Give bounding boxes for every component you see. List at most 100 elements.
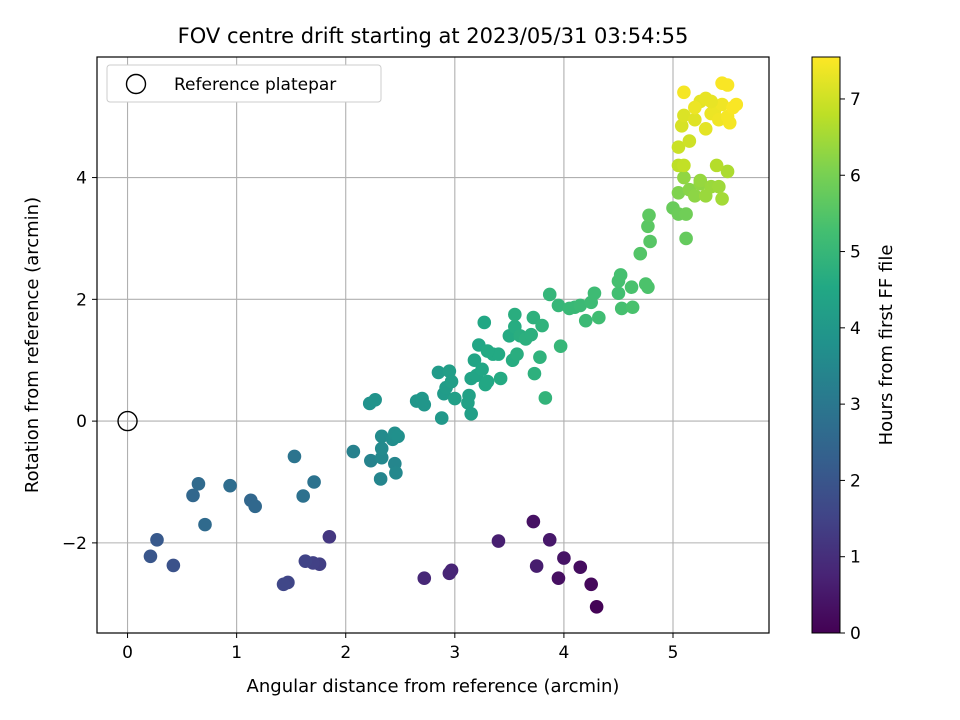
x-tick-label: 4 <box>558 643 569 663</box>
scatter-point <box>542 287 557 302</box>
scatter-point <box>475 362 489 377</box>
scatter-point <box>417 397 432 412</box>
scatter-point <box>248 499 262 514</box>
scatter-point <box>527 366 542 381</box>
scatter-point <box>462 388 476 403</box>
scatter-point <box>491 534 506 548</box>
scatter-point <box>198 517 212 532</box>
scatter-point <box>526 310 541 325</box>
scatter-point <box>150 533 164 547</box>
scatter-point <box>166 558 181 573</box>
scatter-point <box>614 301 629 316</box>
scatter-point <box>391 429 405 444</box>
reference-circle <box>117 410 138 432</box>
scatter-point <box>442 364 457 378</box>
scatter-point <box>444 374 459 389</box>
scatter-point <box>624 280 639 294</box>
scatter-point <box>346 444 361 459</box>
scatter-point <box>698 122 713 136</box>
scatter-point <box>364 453 378 468</box>
scatter-point <box>491 347 506 361</box>
scatter-point <box>587 286 602 301</box>
colorbar-ticks: 0 1 2 3 4 5 6 7 <box>840 90 861 644</box>
colorbar-tick-label: 2 <box>850 471 861 491</box>
scatter-point <box>298 554 313 568</box>
scatter-point <box>643 234 657 249</box>
x-tick-label: 2 <box>340 643 351 663</box>
x-axis-label: Angular distance from reference (arcmin) <box>247 676 620 697</box>
scatter-point <box>508 307 522 322</box>
scatter-point <box>442 566 457 581</box>
scatter-point <box>704 94 718 109</box>
chart-title: FOV centre drift starting at 2023/05/31 … <box>178 24 689 48</box>
y-tick-label: 0 <box>76 412 87 432</box>
scatter-point <box>592 310 606 325</box>
legend-marker-open-circle <box>125 73 147 95</box>
colorbar-gradient <box>811 56 841 634</box>
scatter-point <box>715 192 729 206</box>
colorbar-label: Hours from first FF file <box>876 245 897 446</box>
scatter-point <box>642 208 656 223</box>
scatter-point <box>434 411 449 425</box>
scatter-point <box>729 97 744 112</box>
scatter-point <box>223 478 237 493</box>
x-tick-label: 3 <box>449 643 460 663</box>
scatter-point <box>551 571 566 586</box>
scatter-point <box>641 280 655 294</box>
scatter-point <box>682 134 697 148</box>
y-tick-label: 4 <box>76 169 87 189</box>
scatter-point <box>276 577 291 592</box>
scatter-point <box>677 170 691 185</box>
scatter-point <box>679 207 693 221</box>
scatter-point <box>625 300 640 315</box>
scatter-point <box>467 353 482 368</box>
scatter-point <box>720 78 735 92</box>
grid-lines <box>97 57 769 633</box>
scatter-point <box>688 100 702 115</box>
scatter-point <box>374 441 389 456</box>
scatter-point <box>186 488 200 503</box>
scatter-point <box>709 158 724 173</box>
colorbar-tick-label: 7 <box>850 90 861 110</box>
scatter-point <box>557 551 571 565</box>
colorbar-tick-label: 3 <box>850 395 861 415</box>
y-tick-label: 2 <box>76 290 87 310</box>
scatter-point <box>553 339 568 354</box>
scatter-point <box>671 140 686 154</box>
scatter-point <box>529 559 544 573</box>
scatter-point <box>671 185 686 200</box>
scatter-point <box>677 158 691 173</box>
scatter-point <box>551 298 566 313</box>
scatter-point <box>535 318 549 333</box>
scatter-point <box>677 85 691 100</box>
x-tick-label: 0 <box>122 643 133 663</box>
scatter-point <box>287 449 302 464</box>
colorbar-tick-label: 5 <box>850 243 861 263</box>
scatter-point <box>712 179 726 194</box>
scatter-point <box>143 549 158 564</box>
scatter-point <box>715 97 729 112</box>
scatter-point <box>693 173 708 188</box>
scatter-point <box>417 571 432 586</box>
scatter-point <box>613 268 628 282</box>
scatter-point <box>389 466 403 480</box>
scatter-point <box>578 313 593 328</box>
scatter-point <box>480 344 495 358</box>
scatter-point <box>477 315 492 330</box>
colorbar-tick-label: 0 <box>850 624 861 644</box>
scatter-point <box>573 560 588 575</box>
scatter-point <box>542 533 557 547</box>
scatter-point <box>679 231 693 246</box>
scatter-point <box>688 189 702 203</box>
y-axis-label: Rotation from reference (arcmin) <box>22 197 43 493</box>
scatter-point <box>573 298 588 313</box>
scatter-point <box>448 391 462 406</box>
scatter-point <box>524 327 538 342</box>
colorbar: 0 1 2 3 4 5 6 7 Hours from first FF file <box>811 56 897 644</box>
scatter-point <box>633 246 648 261</box>
data-points <box>143 76 744 614</box>
scatter-point <box>296 489 310 503</box>
scatter-point <box>538 391 553 405</box>
scatter-point <box>720 164 735 179</box>
